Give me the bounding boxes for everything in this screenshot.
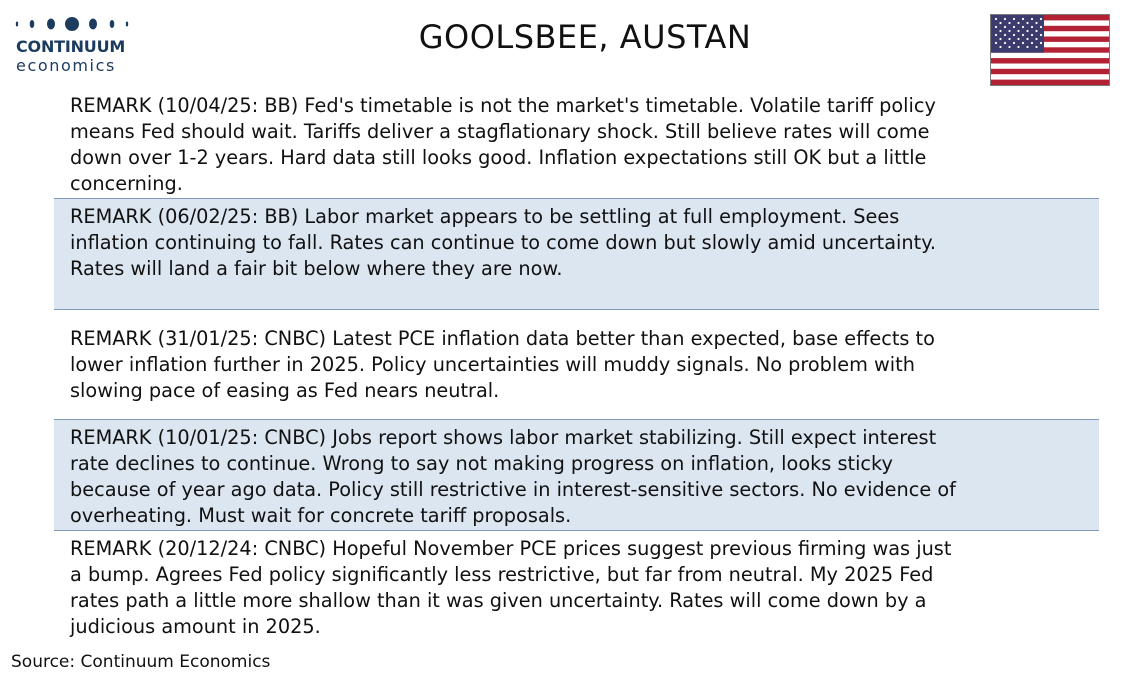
logo-sub-text: economics bbox=[16, 56, 116, 75]
remark-row: REMARK (06/02/25: BB) Labor market appea… bbox=[54, 198, 1099, 309]
source-note: Source: Continuum Economics bbox=[11, 652, 271, 672]
remarks-list: REMARK (10/04/25: BB) Fed's timetable is… bbox=[54, 88, 1099, 642]
remark-row: REMARK (31/01/25: CNBC) Latest PCE infla… bbox=[54, 309, 1099, 419]
logo-dots-icon bbox=[15, 17, 129, 31]
logo-brand-text: CONTINUUM bbox=[16, 37, 126, 56]
us-flag-icon bbox=[990, 14, 1110, 86]
continuum-economics-logo: CONTINUUM economics bbox=[14, 14, 134, 76]
remark-row: REMARK (20/12/24: CNBC) Hopeful November… bbox=[54, 530, 1099, 642]
remark-row: REMARK (10/04/25: BB) Fed's timetable is… bbox=[70, 94, 936, 195]
remark-row: REMARK (10/01/25: CNBC) Jobs report show… bbox=[54, 419, 1099, 530]
page-title: GOOLSBEE, AUSTAN bbox=[418, 18, 752, 56]
us-flag-graphic bbox=[991, 15, 1109, 85]
